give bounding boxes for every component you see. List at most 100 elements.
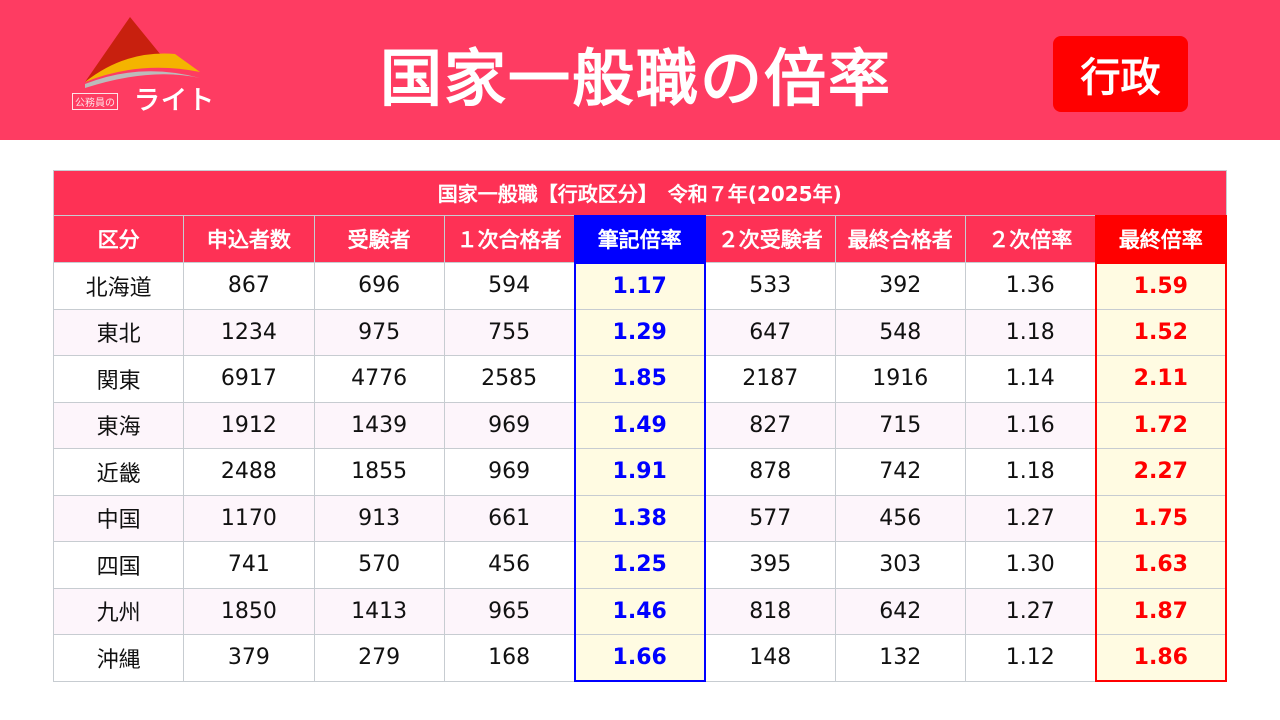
value-cell: 148 <box>704 634 836 682</box>
value-cell: 132 <box>834 634 966 682</box>
column-header: 申込者数 <box>183 215 315 263</box>
value-cell: 1.52 <box>1094 308 1228 356</box>
value-cell: 570 <box>313 541 445 589</box>
page-title: 国家一般職の倍率 <box>380 42 893 115</box>
value-cell: 969 <box>443 448 576 496</box>
value-cell: 1234 <box>183 308 315 356</box>
value-cell: 456 <box>443 541 576 589</box>
value-cell: 1.36 <box>964 262 1097 310</box>
value-cell: 395 <box>704 541 836 589</box>
table-row: 中国 1170 913 661 1.38 577 456 1.27 1.75 <box>52 494 1228 542</box>
value-cell: 913 <box>313 494 445 542</box>
table-row: 近畿 2488 1855 969 1.91 878 742 1.18 2.27 <box>52 448 1228 496</box>
value-cell: 279 <box>313 634 445 682</box>
value-cell: 379 <box>183 634 315 682</box>
table-row: 関東 6917 4776 2585 1.85 2187 1916 1.14 2.11 <box>52 355 1228 403</box>
column-header: 筆記倍率 <box>573 214 706 264</box>
region-cell: 中国 <box>52 494 185 542</box>
region-cell: 関東 <box>52 355 185 403</box>
value-cell: 755 <box>443 308 576 356</box>
value-cell: 594 <box>443 262 576 310</box>
value-cell: 818 <box>704 587 836 635</box>
value-cell: 1413 <box>313 587 445 635</box>
ratio-table: 国家一般職【行政区分】 令和７年(2025年) 区分 申込者数 受験者 １次合格者 筆記… <box>52 170 1228 682</box>
value-cell: 1.75 <box>1094 494 1228 542</box>
value-cell: 965 <box>443 587 576 635</box>
table-row: 東海 1912 1439 969 1.49 827 715 1.16 1.72 <box>52 401 1228 449</box>
value-cell: 2.27 <box>1094 448 1228 496</box>
value-cell: 1850 <box>183 587 315 635</box>
table-row: 東北 1234 975 755 1.29 647 548 1.18 1.52 <box>52 308 1228 356</box>
value-cell: 2585 <box>443 355 576 403</box>
logo-subtext: 公務員の <box>72 93 118 110</box>
value-cell: 1.59 <box>1094 262 1228 310</box>
value-cell: 4776 <box>313 355 445 403</box>
header-banner: 公務員の ライト 国家一般職の倍率 行政 <box>0 0 1280 140</box>
value-cell: 661 <box>443 494 576 542</box>
value-cell: 392 <box>834 262 966 310</box>
value-cell: 1.49 <box>573 401 706 449</box>
value-cell: 647 <box>704 308 836 356</box>
value-cell: 1.14 <box>964 355 1097 403</box>
value-cell: 1170 <box>183 494 315 542</box>
value-cell: 696 <box>313 262 445 310</box>
column-header: 最終倍率 <box>1094 214 1228 264</box>
value-cell: 1.29 <box>573 308 706 356</box>
value-cell: 1916 <box>834 355 966 403</box>
column-header: ２次倍率 <box>964 215 1097 263</box>
value-cell: 642 <box>834 587 966 635</box>
value-cell: 303 <box>834 541 966 589</box>
table-row: 北海道 867 696 594 1.17 533 392 1.36 1.59 <box>52 262 1228 310</box>
value-cell: 1.25 <box>573 541 706 589</box>
value-cell: 1.72 <box>1094 401 1228 449</box>
table-row: 九州 1850 1413 965 1.46 818 642 1.27 1.87 <box>52 587 1228 635</box>
value-cell: 1.18 <box>964 448 1097 496</box>
value-cell: 577 <box>704 494 836 542</box>
region-cell: 北海道 <box>52 262 185 310</box>
table-row: 沖縄 379 279 168 1.66 148 132 1.12 1.86 <box>52 634 1228 682</box>
region-cell: 九州 <box>52 587 185 635</box>
value-cell: 878 <box>704 448 836 496</box>
value-cell: 1.86 <box>1094 634 1228 682</box>
logo-text: ライト <box>134 86 216 116</box>
table-caption: 国家一般職【行政区分】 令和７年(2025年) <box>53 170 1227 216</box>
value-cell: 2.11 <box>1094 355 1228 403</box>
value-cell: 168 <box>443 634 576 682</box>
value-cell: 715 <box>834 401 966 449</box>
column-header: ２次受験者 <box>704 215 836 263</box>
column-header: １次合格者 <box>443 215 576 263</box>
value-cell: 1.38 <box>573 494 706 542</box>
region-cell: 近畿 <box>52 448 185 496</box>
value-cell: 1.27 <box>964 494 1097 542</box>
value-cell: 533 <box>704 262 836 310</box>
value-cell: 1.12 <box>964 634 1097 682</box>
region-cell: 四国 <box>52 541 185 589</box>
value-cell: 1.87 <box>1094 587 1228 635</box>
category-badge: 行政 <box>1053 36 1188 112</box>
value-cell: 1.66 <box>573 634 706 682</box>
value-cell: 6917 <box>183 355 315 403</box>
value-cell: 1.63 <box>1094 541 1228 589</box>
column-header: 区分 <box>52 215 185 263</box>
value-cell: 1.46 <box>573 587 706 635</box>
value-cell: 827 <box>704 401 836 449</box>
value-cell: 1439 <box>313 401 445 449</box>
value-cell: 2187 <box>704 355 836 403</box>
value-cell: 1.17 <box>573 262 706 310</box>
value-cell: 1.30 <box>964 541 1097 589</box>
column-header: 受験者 <box>313 215 445 263</box>
value-cell: 741 <box>183 541 315 589</box>
value-cell: 867 <box>183 262 315 310</box>
region-cell: 沖縄 <box>52 634 185 682</box>
value-cell: 969 <box>443 401 576 449</box>
table-row: 四国 741 570 456 1.25 395 303 1.30 1.63 <box>52 541 1228 589</box>
value-cell: 1.18 <box>964 308 1097 356</box>
value-cell: 548 <box>834 308 966 356</box>
value-cell: 742 <box>834 448 966 496</box>
value-cell: 1.91 <box>573 448 706 496</box>
value-cell: 975 <box>313 308 445 356</box>
logo-icon <box>85 17 200 88</box>
value-cell: 2488 <box>183 448 315 496</box>
column-header: 最終合格者 <box>834 215 966 263</box>
value-cell: 1.85 <box>573 355 706 403</box>
